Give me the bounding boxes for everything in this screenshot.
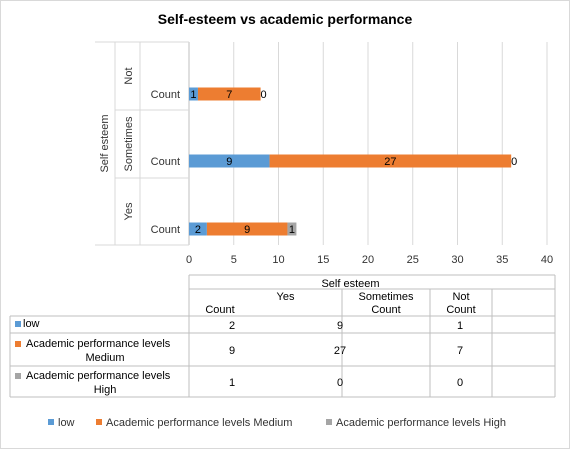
data-label: 7	[226, 89, 232, 101]
x-tick-label: 40	[541, 254, 553, 266]
x-tick-label: 10	[272, 254, 284, 266]
measure-label: Count	[151, 156, 180, 168]
data-label: 0	[511, 156, 517, 168]
x-tick-label: 25	[407, 254, 419, 266]
bar-segment	[189, 87, 198, 101]
bar-segment	[287, 222, 297, 236]
table-header: Self esteem	[321, 278, 379, 290]
data-label: 1	[289, 224, 295, 236]
x-tick-label: 20	[362, 254, 374, 266]
x-tick-label: 5	[231, 254, 237, 266]
group-label: Yes	[123, 202, 135, 220]
group-axis-title: Self esteem	[99, 114, 111, 172]
table-row-label: High	[94, 384, 117, 396]
bar-segment	[189, 154, 270, 168]
data-label: 1	[190, 89, 196, 101]
table-row-label: low	[23, 318, 40, 330]
table-column-header: Sometimes	[358, 291, 414, 303]
table-cell: 2	[229, 320, 235, 332]
table-row-label: Academic performance levels	[26, 338, 171, 350]
legend: low Academic performance levels Medium Aca…	[48, 417, 506, 429]
group-label: Sometimes	[123, 116, 135, 172]
table-subheader: Count	[205, 304, 234, 316]
table-cell: 27	[334, 345, 346, 357]
table-cell: 0	[457, 377, 463, 389]
bars-layer: 1 7 0 9 27 0 2 9 1	[189, 87, 517, 236]
table-cell: 1	[229, 377, 235, 389]
legend-label: Academic performance levels High	[336, 417, 506, 429]
data-label: 27	[384, 156, 396, 168]
table-column-header: Yes	[277, 291, 295, 303]
legend-swatch	[48, 419, 54, 425]
table-legend-key	[15, 373, 21, 379]
data-label: 2	[195, 224, 201, 236]
table-column-header: Not	[452, 291, 469, 303]
legend-swatch	[96, 419, 102, 425]
bar-segment	[197, 87, 261, 101]
measure-label: Count	[151, 89, 180, 101]
table-cell: 9	[337, 320, 343, 332]
x-tick-label: 15	[317, 254, 329, 266]
data-label: 0	[261, 89, 267, 101]
table-subheader: Count	[446, 304, 475, 316]
table-row-label: Medium	[85, 352, 124, 364]
chart-title: Self-esteem vs academic performance	[158, 11, 413, 27]
table-cell: 9	[229, 345, 235, 357]
legend-label: Academic performance levels Medium	[106, 417, 292, 429]
x-tick-label: 35	[496, 254, 508, 266]
data-table: Self esteemYesCountSometimesCountNotCoun…	[9, 274, 556, 398]
data-label: 9	[226, 156, 232, 168]
x-tick-label: 0	[186, 254, 192, 266]
category-axis: Not Count Sometimes Count Yes Count Self estee…	[95, 41, 190, 246]
table-legend-key	[15, 321, 21, 327]
table-row-label: Academic performance levels	[26, 370, 171, 382]
bar-segment	[269, 154, 512, 168]
table-cell: 0	[337, 377, 343, 389]
table-subheader: Count	[371, 304, 400, 316]
table-legend-key	[15, 341, 21, 347]
table-cell: 7	[457, 345, 463, 357]
bar-segment	[206, 222, 288, 236]
measure-label: Count	[151, 224, 180, 236]
table-cell: 1	[457, 320, 463, 332]
x-axis-ticks: 0 5 10 15 20 25 30 35 40	[186, 254, 553, 266]
group-label: Not	[123, 67, 135, 84]
bar-segment	[189, 222, 207, 236]
legend-swatch	[326, 419, 332, 425]
data-label: 9	[244, 224, 250, 236]
x-tick-label: 30	[451, 254, 463, 266]
legend-label: low	[58, 417, 75, 429]
